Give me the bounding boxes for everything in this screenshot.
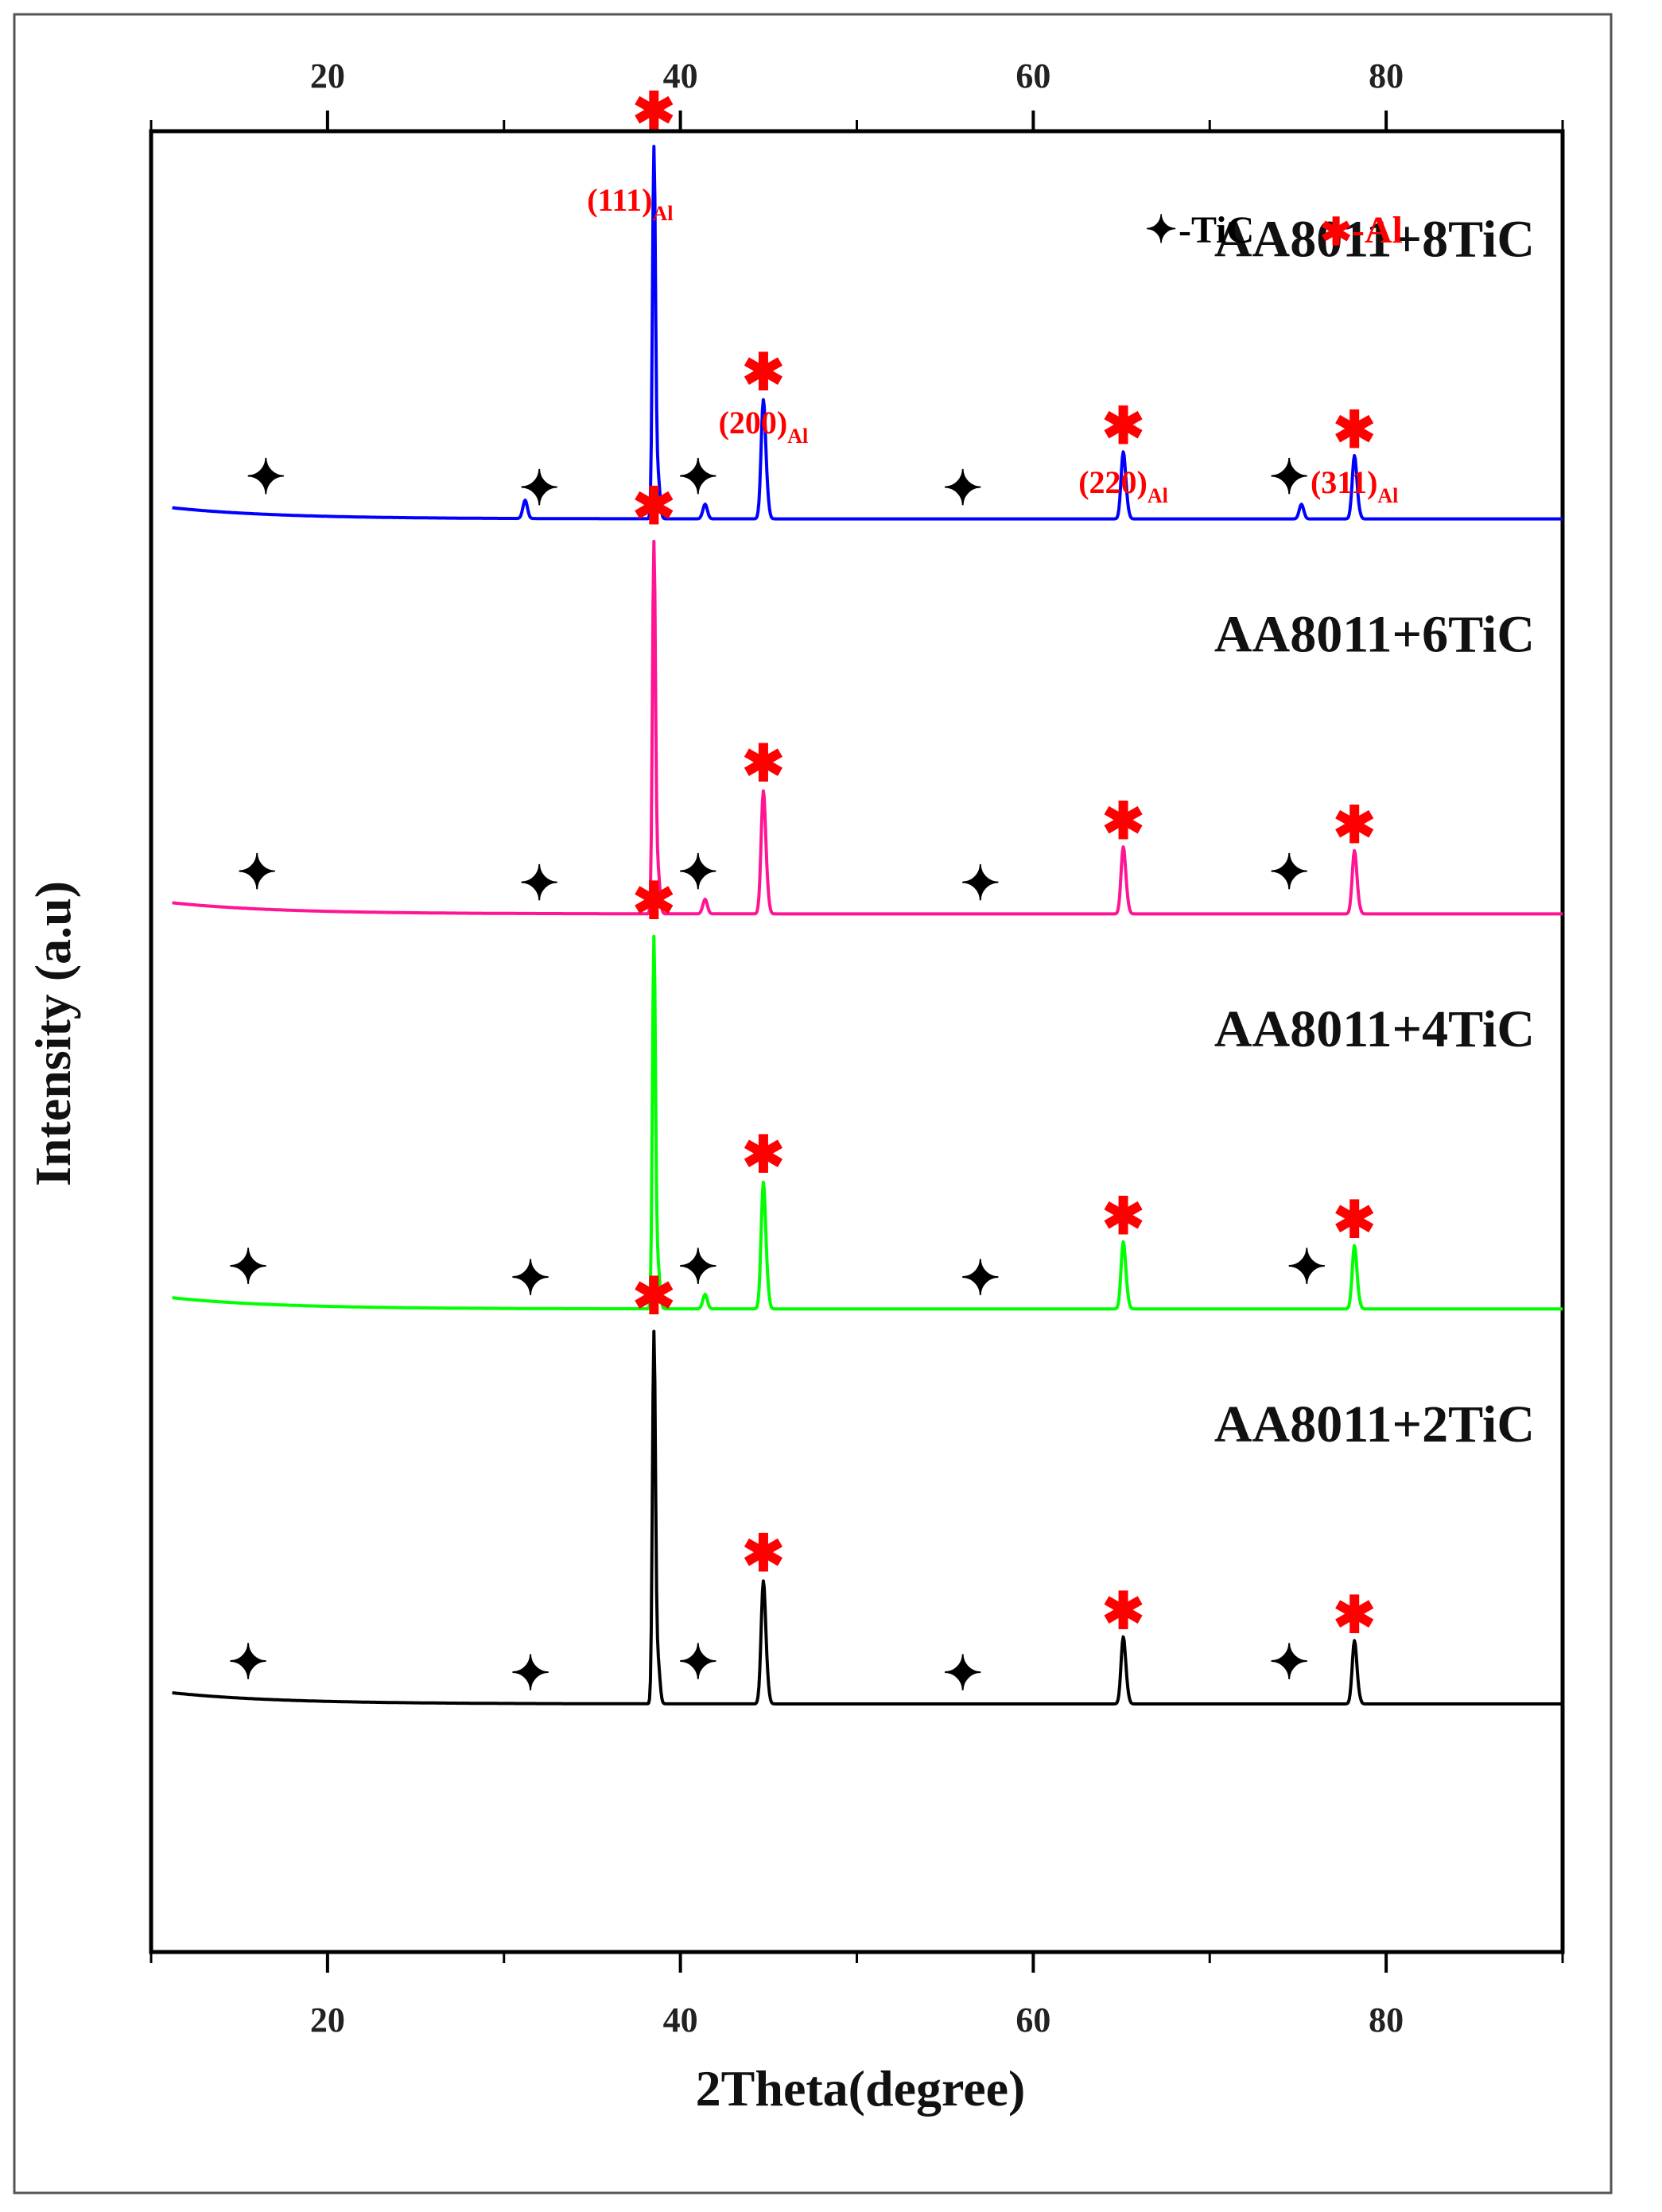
tic-peak-marker: ✦ (237, 846, 277, 898)
peak-markers: ✱✱✱ ✱✦ ✦ ✦ ✦ ✦✱✱✱ ✱✦ ✦ ✦ ✦ ✦✱✱✱ ✱✦ ✦ ✦ ✦ ✦✱✱✱ ✱✦ ✦ ✦ ✦ ✦ (228, 83, 1376, 1700)
xrd-curve-3 (171, 934, 1563, 1311)
tic-peak-marker: ✦ (1287, 1241, 1326, 1294)
al-peak-marker: ✱ (1102, 1583, 1145, 1640)
x-axis-title: 2Theta(degree) (696, 2060, 1026, 2117)
bottom-tick-label: 20 (310, 2001, 345, 2039)
al-peak-marker: ✱ (742, 735, 785, 792)
tic-peak-marker: ✦ (519, 463, 559, 515)
sample-label-1: AA8011+8TiC (1214, 211, 1535, 269)
al-peak-marker: ✱ (742, 1526, 785, 1582)
bottom-tick-label: 60 (1015, 2001, 1050, 2039)
legend-al-symbol: ✱ (1320, 211, 1352, 254)
xrd-curves (171, 145, 1563, 1706)
tic-peak-marker: ✦ (678, 846, 718, 898)
tic-peak-marker: ✦ (942, 463, 982, 515)
tic-peak-marker: ✦ (942, 1647, 982, 1700)
tic-peak-marker: ✦ (511, 1252, 550, 1305)
tic-peak-marker: ✦ (228, 1636, 268, 1689)
plane-index: (220) (1078, 464, 1147, 500)
tic-peak-marker: ✦ (961, 857, 1000, 910)
plane-subscript: Al (787, 425, 808, 448)
sample-labels: AA8011+8TiC AA8011+6TiC AA8011+4TiC AA8011+… (1214, 211, 1535, 1453)
tic-peak-marker: ✦ (961, 1252, 1000, 1305)
xrd-curve-4 (171, 1329, 1563, 1706)
al-peak-marker: ✱ (1333, 402, 1376, 458)
xrd-curve-2 (171, 539, 1563, 916)
plane-subscript: Al (652, 202, 673, 225)
plane-subscript: Al (1147, 484, 1168, 507)
al-plane-label: (220)Al (1078, 464, 1168, 507)
al-peak-marker: ✱ (1102, 793, 1145, 849)
legend: ✦ -TiC ✱ -Al (1145, 209, 1403, 254)
al-peak-marker: ✱ (633, 873, 676, 929)
sample-label-4: AA8011+2TiC (1214, 1395, 1535, 1453)
y-axis-title: Intensity (a.u) (25, 881, 81, 1186)
al-peak-marker: ✱ (633, 478, 676, 534)
tic-peak-marker: ✦ (678, 452, 718, 504)
al-plane-labels: (111)Al(200)Al(220)Al (311)Al (587, 182, 1398, 507)
legend-tic-label: -TiC (1179, 209, 1254, 251)
top-tick-label: 40 (663, 56, 698, 95)
al-peak-marker: ✱ (742, 1127, 785, 1183)
al-peak-marker: ✱ (633, 83, 676, 140)
plane-index: (111) (587, 182, 652, 218)
al-peak-marker: ✱ (1102, 398, 1145, 455)
bottom-tick-label: 80 (1369, 2001, 1404, 2039)
tic-peak-marker: ✦ (519, 857, 559, 910)
al-plane-label: (311)Al (1311, 464, 1398, 507)
plane-index: (311) (1311, 464, 1377, 500)
bottom-axis-ticks: 20 40 60 80 (150, 1952, 1564, 2039)
legend-al-label: -Al (1352, 209, 1403, 251)
al-peak-marker: ✱ (1333, 797, 1376, 853)
tic-peak-marker: ✦ (1269, 452, 1309, 504)
top-tick-label: 60 (1015, 56, 1050, 95)
plane-subscript: Al (1377, 484, 1398, 507)
sample-label-2: AA8011+6TiC (1214, 605, 1535, 663)
legend-tic-symbol: ✦ (1145, 209, 1177, 251)
top-tick-label: 80 (1369, 56, 1404, 95)
al-peak-marker: ✱ (742, 344, 785, 401)
al-plane-label: (111)Al (587, 182, 673, 225)
tic-peak-marker: ✦ (246, 452, 285, 504)
tic-peak-marker: ✦ (1269, 1636, 1309, 1689)
al-peak-marker: ✱ (633, 1268, 676, 1325)
al-peak-marker: ✱ (1102, 1188, 1145, 1244)
tic-peak-marker: ✦ (678, 1636, 718, 1689)
top-axis-ticks: 20 40 60 80 (150, 56, 1564, 131)
sample-label-3: AA8011+4TiC (1214, 1000, 1535, 1058)
top-tick-label: 20 (310, 56, 345, 95)
al-peak-marker: ✱ (1333, 1192, 1376, 1248)
plane-index: (200) (719, 405, 788, 440)
tic-peak-marker: ✦ (1269, 846, 1309, 898)
al-plane-label: (200)Al (719, 405, 809, 448)
tic-peak-marker: ✦ (678, 1241, 718, 1294)
bottom-tick-label: 40 (663, 2001, 698, 2039)
tic-peak-marker: ✦ (511, 1647, 550, 1700)
tic-peak-marker: ✦ (228, 1241, 268, 1294)
xrd-curve-1 (171, 145, 1563, 521)
figure-border (13, 13, 1613, 2195)
al-peak-marker: ✱ (1333, 1587, 1376, 1643)
